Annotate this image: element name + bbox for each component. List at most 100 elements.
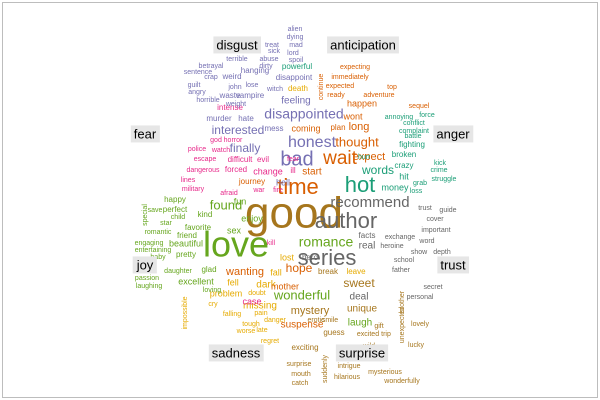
word-important: important xyxy=(421,227,450,234)
word-evil: evil xyxy=(257,155,269,164)
word-deal: deal xyxy=(350,292,369,303)
word-facts: facts xyxy=(359,231,376,240)
word-conflict: conflict xyxy=(403,120,425,127)
word-cry: cry xyxy=(208,301,218,308)
word-guess: guess xyxy=(323,328,344,337)
word-perfect: perfect xyxy=(163,205,188,214)
word-love: love xyxy=(203,224,269,265)
word-hit: hit xyxy=(399,171,409,181)
category-label-text: sadness xyxy=(212,345,261,360)
word-honest: honest xyxy=(288,134,337,151)
word-fun: fun xyxy=(234,196,247,206)
word-kill: kill xyxy=(267,240,276,247)
word-adventure: adventure xyxy=(363,92,394,99)
word-intrigue: intrigue xyxy=(338,363,361,370)
word-laugh: laugh xyxy=(348,318,372,329)
word-found: found xyxy=(210,197,243,212)
word-annoying: annoying xyxy=(385,114,414,121)
word-hilarious: hilarious xyxy=(334,374,361,381)
word-beautiful: beautiful xyxy=(169,238,203,248)
word-hell: hell xyxy=(276,177,290,187)
word-happen: happen xyxy=(347,98,377,108)
word-heroine: heroine xyxy=(380,243,403,250)
word-weight: weight xyxy=(225,101,246,108)
word-lines: lines xyxy=(181,177,196,184)
word-show: show xyxy=(411,249,428,256)
word-disappointed: disappointed xyxy=(264,106,343,122)
word-wanting: wanting xyxy=(225,266,264,278)
word-gift: gift xyxy=(374,323,383,330)
word-lost: lost xyxy=(280,252,295,262)
word-danger: danger xyxy=(264,317,286,324)
word-broken: broken xyxy=(392,150,416,159)
word-god: god xyxy=(210,137,222,144)
word-catch: catch xyxy=(292,380,309,387)
word-daughter: daughter xyxy=(164,268,192,275)
word-wonderfully: wonderfully xyxy=(383,378,420,385)
word-waste: waste xyxy=(219,91,241,100)
word-vampire: vampire xyxy=(236,91,265,100)
word-continue: continue xyxy=(318,74,325,101)
word-death: death xyxy=(288,84,308,93)
category-label-anticipation: anticipation xyxy=(327,36,399,54)
word-angry: angry xyxy=(188,89,206,96)
word-unique: unique xyxy=(347,304,377,315)
word-father: father xyxy=(392,267,411,274)
category-label-bg xyxy=(335,344,389,362)
word-special: special xyxy=(142,204,149,226)
word-finally: finally xyxy=(230,141,261,155)
word-thought: thought xyxy=(335,134,379,149)
word-good: good xyxy=(245,189,343,238)
word-fire: fire xyxy=(273,187,283,194)
word-impossible: impossible xyxy=(182,296,189,329)
category-label-disgust: disgust xyxy=(213,36,261,54)
word-cover: cover xyxy=(426,216,444,223)
word-trust: trust xyxy=(418,205,432,212)
word-mess: mess xyxy=(264,124,283,133)
word-smile: smile xyxy=(322,317,338,324)
word-wonderful: wonderful xyxy=(273,287,330,302)
word-sweet: sweet xyxy=(343,276,375,290)
word-expecting: expecting xyxy=(340,64,370,71)
word-child: child xyxy=(171,214,186,221)
word-tough: tough xyxy=(242,321,260,328)
category-label-bg xyxy=(437,256,470,274)
category-label-bg xyxy=(208,344,264,362)
word-ill: ill xyxy=(290,166,296,175)
word-lucky: lucky xyxy=(408,342,424,349)
category-label-text: trust xyxy=(440,257,466,272)
word-excited: excited xyxy=(357,331,379,338)
category-label-bg xyxy=(213,36,261,54)
word-time: time xyxy=(277,174,319,199)
word-sex: sex xyxy=(227,225,242,235)
word-top: top xyxy=(387,84,397,91)
word-lord: lord xyxy=(287,50,299,57)
word-hurt: hurt xyxy=(358,154,370,161)
word-forced: forced xyxy=(225,165,247,174)
word-horrible: horrible xyxy=(196,97,219,104)
word-interested: interested xyxy=(212,123,265,137)
word-force: force xyxy=(419,112,435,119)
category-label-sadness: sadness xyxy=(208,344,264,362)
word-secret: secret xyxy=(423,284,442,291)
category-label-surprise: surprise xyxy=(335,344,389,362)
word-pain: pain xyxy=(254,310,267,317)
word-mysterious: mysterious xyxy=(368,369,402,376)
word-crazy: crazy xyxy=(394,161,413,170)
word-wont: wont xyxy=(342,111,363,121)
word-suspense: suspense xyxy=(281,320,324,331)
word-falling: falling xyxy=(223,311,241,318)
word-powerful: powerful xyxy=(282,62,312,71)
word-lovely: lovely xyxy=(411,321,429,328)
word-trip: trip xyxy=(381,331,391,338)
word-save: save xyxy=(148,207,163,214)
word-kick: kick xyxy=(434,160,447,167)
category-label-trust: trust xyxy=(437,256,470,274)
word-guide: guide xyxy=(439,207,456,214)
word-alien: alien xyxy=(288,26,303,33)
word-pretty: pretty xyxy=(176,250,196,259)
word-mad: mad xyxy=(289,42,303,49)
word-star: star xyxy=(160,220,172,227)
word-worse: worse xyxy=(236,328,256,335)
category-label-text: anger xyxy=(436,126,470,141)
